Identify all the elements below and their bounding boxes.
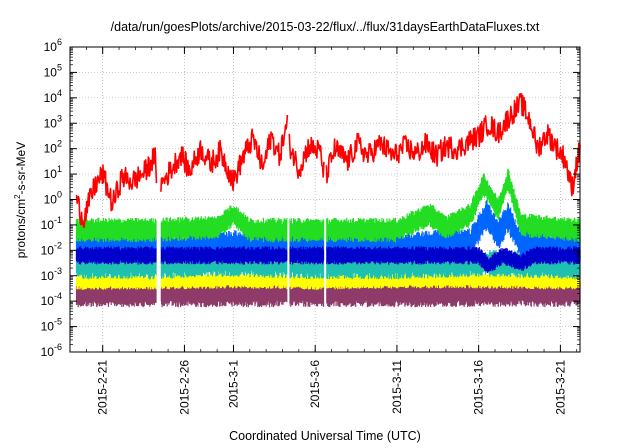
x-tick-label: 2015-3-11	[390, 360, 404, 414]
y-tick-base: 10	[41, 218, 55, 232]
y-tick-label: 10-3	[41, 266, 62, 283]
flux-series	[75, 273, 581, 290]
y-tick-label: 10-5	[41, 317, 62, 334]
y-tick-label: 100	[44, 190, 62, 207]
y-tick-base: 10	[41, 320, 55, 334]
y-tick-label: 10-6	[41, 342, 62, 359]
flux-series	[75, 279, 581, 308]
y-tick-label: 10-2	[41, 240, 62, 257]
y-axis-label-sup: 2	[13, 194, 22, 199]
y-tick-exponent: 4	[57, 88, 62, 98]
x-axis-label: Coordinated Universal Time (UTC)	[229, 429, 421, 443]
y-tick-base: 10	[41, 243, 55, 257]
y-tick-base: 10	[41, 345, 55, 359]
x-tick-label: 2015-3-21	[553, 360, 567, 415]
y-tick-label: 102	[44, 139, 62, 156]
chart-title: /data/run/goesPlots/archive/2015-03-22/f…	[111, 20, 540, 34]
data-gap	[324, 212, 327, 314]
y-tick-label: 10-4	[41, 291, 62, 308]
y-tick-base: 10	[44, 40, 58, 54]
flux-band	[75, 279, 581, 308]
y-tick-exponent: -1	[54, 215, 62, 225]
y-tick-base: 10	[44, 142, 58, 156]
y-tick-label: 103	[44, 113, 62, 130]
y-tick-exponent: -3	[54, 266, 62, 276]
data-gaps	[156, 212, 327, 314]
y-tick-exponent: -4	[54, 291, 62, 301]
y-tick-label: 10-1	[41, 215, 62, 232]
data-series	[75, 92, 581, 308]
y-tick-exponent: 0	[57, 190, 62, 200]
y-tick-exponent: -5	[54, 317, 62, 327]
flux-band	[75, 273, 581, 290]
y-tick-base: 10	[41, 294, 55, 308]
y-tick-base: 10	[44, 116, 58, 130]
x-axis-ticks: 2015-2-21 2015-2-26 2015-3-1 2015-3-6 2015-3…	[69, 47, 578, 415]
y-tick-label: 101	[44, 164, 62, 181]
x-tick-label: 2015-3-1	[226, 360, 240, 408]
y-tick-base: 10	[44, 91, 58, 105]
y-tick-exponent: -6	[54, 342, 62, 352]
y-tick-exponent: 2	[57, 139, 62, 149]
flux-series	[75, 92, 581, 229]
flux-band	[75, 246, 581, 273]
y-tick-label: 104	[44, 88, 62, 105]
y-tick-exponent: 3	[57, 113, 62, 123]
y-axis-label: protons/cm2-s-sr-MeV	[13, 142, 28, 258]
y-axis-ticks: 10-610-510-410-310-210-11001011021031041…	[41, 37, 580, 359]
y-axis-label-rest: -s-sr-MeV	[14, 142, 28, 195]
x-tick-label: 2015-2-21	[96, 360, 110, 415]
flux-series	[75, 168, 581, 243]
y-tick-label: 105	[44, 62, 62, 79]
data-gap	[156, 212, 161, 314]
y-tick-exponent: -2	[54, 240, 62, 250]
flux-band	[75, 168, 581, 243]
y-tick-base: 10	[41, 269, 55, 283]
y-tick-exponent: 1	[57, 164, 62, 174]
y-tick-exponent: 6	[57, 37, 62, 47]
y-tick-base: 10	[44, 65, 58, 79]
x-tick-label: 2015-2-26	[177, 360, 191, 415]
y-axis-label-base: protons/cm	[14, 199, 28, 258]
y-tick-exponent: 5	[57, 62, 62, 72]
y-tick-base: 10	[44, 167, 58, 181]
y-tick-label: 106	[44, 37, 62, 54]
x-tick-label: 2015-3-6	[308, 360, 322, 408]
y-tick-base: 10	[44, 193, 58, 207]
flux-line	[75, 92, 581, 229]
x-tick-label: 2015-3-16	[472, 360, 486, 415]
flux-series	[75, 246, 581, 273]
data-gap	[287, 212, 290, 314]
